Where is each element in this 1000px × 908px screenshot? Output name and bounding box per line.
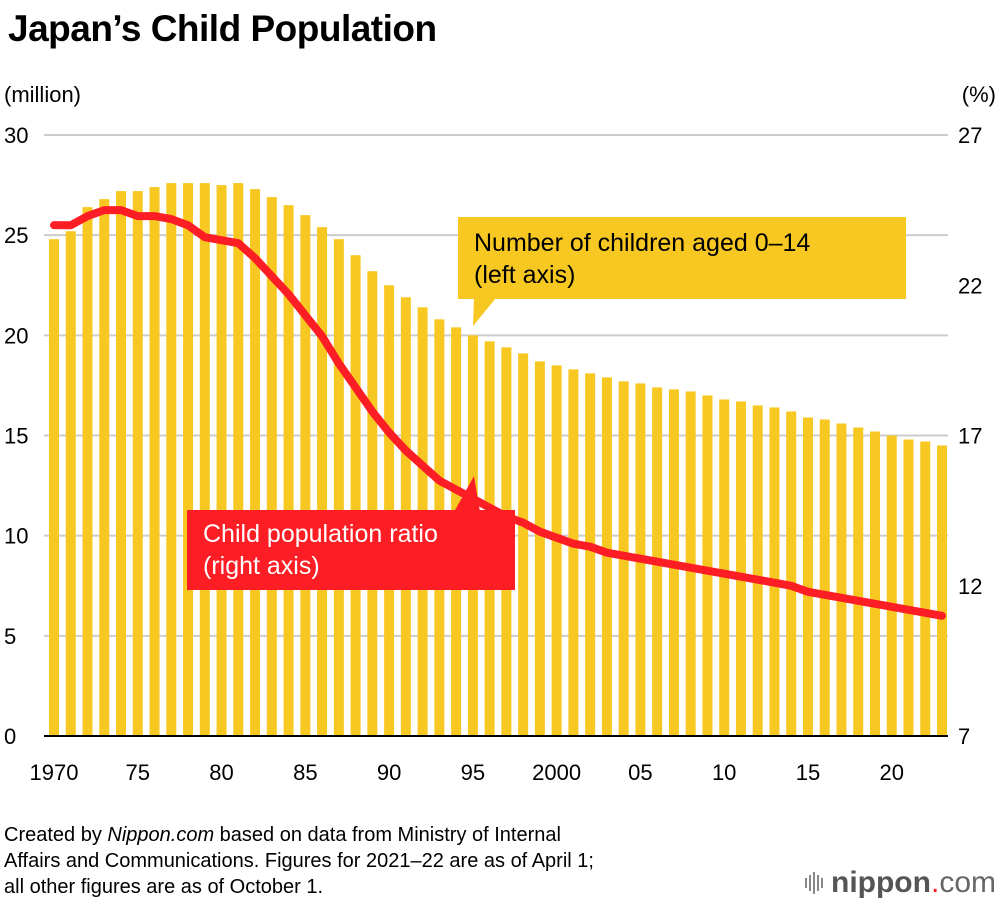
bar (350, 255, 361, 736)
bar (266, 197, 277, 736)
bar (367, 271, 378, 736)
bar (166, 183, 177, 736)
bar (752, 405, 763, 736)
right-tick-label: 7 (958, 724, 970, 749)
bar (819, 419, 830, 736)
bar-callout-pointer (473, 298, 496, 326)
bar (518, 353, 529, 736)
x-tick-label: 05 (628, 760, 652, 785)
left-tick-label: 20 (4, 323, 28, 348)
right-tick-label: 17 (958, 424, 982, 449)
line-callout-pointer (454, 476, 480, 512)
x-tick-label: 20 (879, 760, 903, 785)
x-tick-label: 95 (461, 760, 485, 785)
bar (317, 227, 328, 737)
x-tick-label: 15 (796, 760, 820, 785)
right-tick-label: 12 (958, 574, 982, 599)
line-series-callout: Child population ratio (right axis) (187, 510, 515, 590)
bar (568, 369, 579, 736)
bar (333, 239, 344, 736)
left-tick-label: 10 (4, 524, 28, 549)
source-line3: all other figures are as of October 1. (4, 876, 324, 898)
right-axis-unit: (%) (961, 82, 996, 107)
x-tick-label: 80 (209, 760, 233, 785)
bar-callout-line1: Number of children aged 0–14 (474, 229, 811, 257)
chart-title: Japan’s Child Population (8, 8, 437, 49)
bar (802, 417, 813, 736)
bar (786, 411, 797, 736)
bar (735, 401, 746, 736)
left-tick-label: 30 (4, 123, 28, 148)
source-note: Created by Nippon.com based on data from… (4, 822, 594, 900)
x-axis-ticks: 1970 75 80 85 90 95 2000 05 10 15 20 (30, 760, 904, 785)
source-line2: Affairs and Communications. Figures for … (4, 850, 594, 872)
bar (183, 183, 194, 736)
source-prefix: Created by (4, 824, 108, 846)
bar (551, 365, 562, 736)
left-tick-label: 25 (4, 223, 28, 248)
right-tick-label: 27 (958, 123, 982, 148)
left-axis-unit: (million) (4, 82, 81, 107)
bar (300, 215, 311, 737)
right-axis-ticks: 7 12 17 22 27 (958, 123, 982, 749)
bar (49, 239, 59, 736)
source-brand: Nippon.com (107, 824, 215, 846)
bar (869, 431, 880, 736)
x-tick-label: 2000 (532, 760, 581, 785)
line-callout-line2: (right axis) (203, 552, 320, 580)
left-tick-label: 0 (4, 724, 16, 749)
left-axis-ticks: 0 5 10 15 20 25 30 (4, 123, 28, 749)
logo-soundwave-icon (805, 872, 823, 894)
bar (65, 231, 76, 736)
x-tick-label: 85 (293, 760, 317, 785)
bar (903, 439, 914, 736)
bar (585, 373, 596, 736)
left-tick-label: 5 (4, 624, 16, 649)
bar (853, 427, 864, 736)
bar (132, 191, 143, 737)
bar (216, 185, 227, 737)
bar (199, 183, 210, 736)
left-tick-label: 15 (4, 424, 28, 449)
bar (769, 407, 780, 736)
x-tick-label: 10 (712, 760, 736, 785)
logo-dot: . (930, 866, 940, 899)
bar (886, 435, 897, 736)
bar (116, 191, 127, 737)
bar (233, 183, 244, 736)
bar-callout-line2: (left axis) (474, 261, 576, 289)
bar (82, 207, 93, 736)
source-line1: based on data from Ministry of Internal (214, 824, 561, 846)
bar (702, 395, 713, 736)
bar (719, 399, 730, 736)
logo-name: nippon (831, 866, 931, 899)
bar (99, 199, 110, 736)
bar (836, 423, 847, 736)
bar (937, 445, 947, 736)
bar (250, 189, 261, 737)
x-tick-label: 90 (377, 760, 401, 785)
bar (920, 441, 931, 736)
bar (534, 361, 545, 736)
nippon-logo: nippon. com (805, 866, 996, 900)
bar (149, 187, 160, 736)
bar (283, 205, 294, 736)
bar-series-callout: Number of children aged 0–14 (left axis) (458, 217, 906, 299)
right-tick-label: 22 (958, 273, 982, 298)
x-tick-label: 75 (126, 760, 150, 785)
logo-tld: com (939, 866, 996, 899)
line-callout-line1: Child population ratio (203, 520, 438, 548)
x-tick-label: 1970 (30, 760, 79, 785)
